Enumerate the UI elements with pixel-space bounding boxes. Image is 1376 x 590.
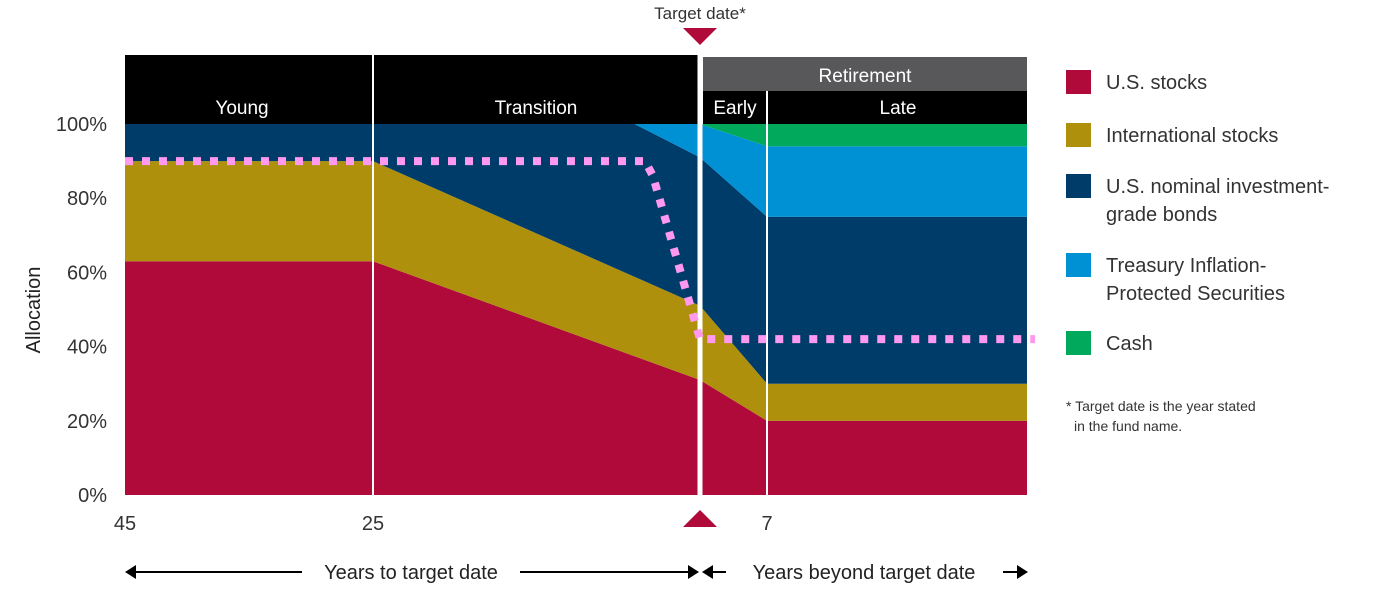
- x-tick-25: 25: [362, 513, 384, 535]
- x-axis-arrows: [125, 565, 1028, 579]
- x-tick-45: 45: [114, 513, 136, 535]
- y-tick-60: 60%: [67, 262, 107, 284]
- legend-swatch: [1066, 123, 1091, 147]
- y-tick-20: 20%: [67, 411, 107, 433]
- legend-label: Treasury Inflation-: [1106, 255, 1266, 277]
- phase-late: Late: [880, 98, 917, 119]
- legend-swatch: [1066, 331, 1091, 355]
- phase-header-retirement: [703, 57, 1027, 91]
- y-tick-100: 100%: [56, 114, 107, 136]
- legend-swatch: [1066, 70, 1091, 94]
- area-cash: [125, 124, 1027, 147]
- target-marker-bottom: [683, 510, 717, 527]
- phase-young: Young: [215, 98, 268, 119]
- legend: U.S. stocks International stocks U.S. nomi…: [1066, 70, 1329, 355]
- area-u-s-stocks: [125, 261, 1027, 495]
- y-tick-80: 80%: [67, 188, 107, 210]
- legend-label: grade bonds: [1106, 204, 1217, 226]
- legend-label: U.S. stocks: [1106, 72, 1207, 94]
- legend-label: Cash: [1106, 333, 1153, 355]
- legend-swatch: [1066, 253, 1091, 277]
- overlay-dotted-line: [125, 157, 1035, 344]
- y-tick-40: 40%: [67, 337, 107, 359]
- y-axis-label: Allocation: [23, 267, 45, 354]
- target-date-label: Target date*: [654, 4, 746, 23]
- stacked-areas: [125, 124, 1027, 495]
- phase-transition: Transition: [495, 98, 578, 119]
- phase-header-early-late: [703, 91, 1027, 124]
- legend-label: International stocks: [1106, 125, 1278, 147]
- legend-label: Protected Securities: [1106, 283, 1285, 305]
- legend-label: U.S. nominal investment-: [1106, 176, 1329, 198]
- x-axis-left-label: Years to target date: [324, 562, 498, 584]
- phase-retirement: Retirement: [819, 66, 913, 87]
- legend-swatch: [1066, 174, 1091, 198]
- x-axis-right-label: Years beyond target date: [753, 562, 976, 584]
- area-international-stocks: [125, 161, 1027, 421]
- phase-early: Early: [713, 98, 757, 119]
- footnote-line-1: * Target date is the year stated: [1066, 398, 1256, 414]
- footnote-line-2: in the fund name.: [1074, 418, 1182, 434]
- area-u-s-nominal-investment-grade-bonds: [125, 124, 1027, 384]
- area-treasury-inflation-protected-securities: [125, 124, 1027, 217]
- target-marker-top: [683, 28, 717, 45]
- x-tick-7: 7: [761, 513, 772, 535]
- phase-header-young-transition: [125, 55, 698, 124]
- y-tick-0: 0%: [78, 485, 107, 507]
